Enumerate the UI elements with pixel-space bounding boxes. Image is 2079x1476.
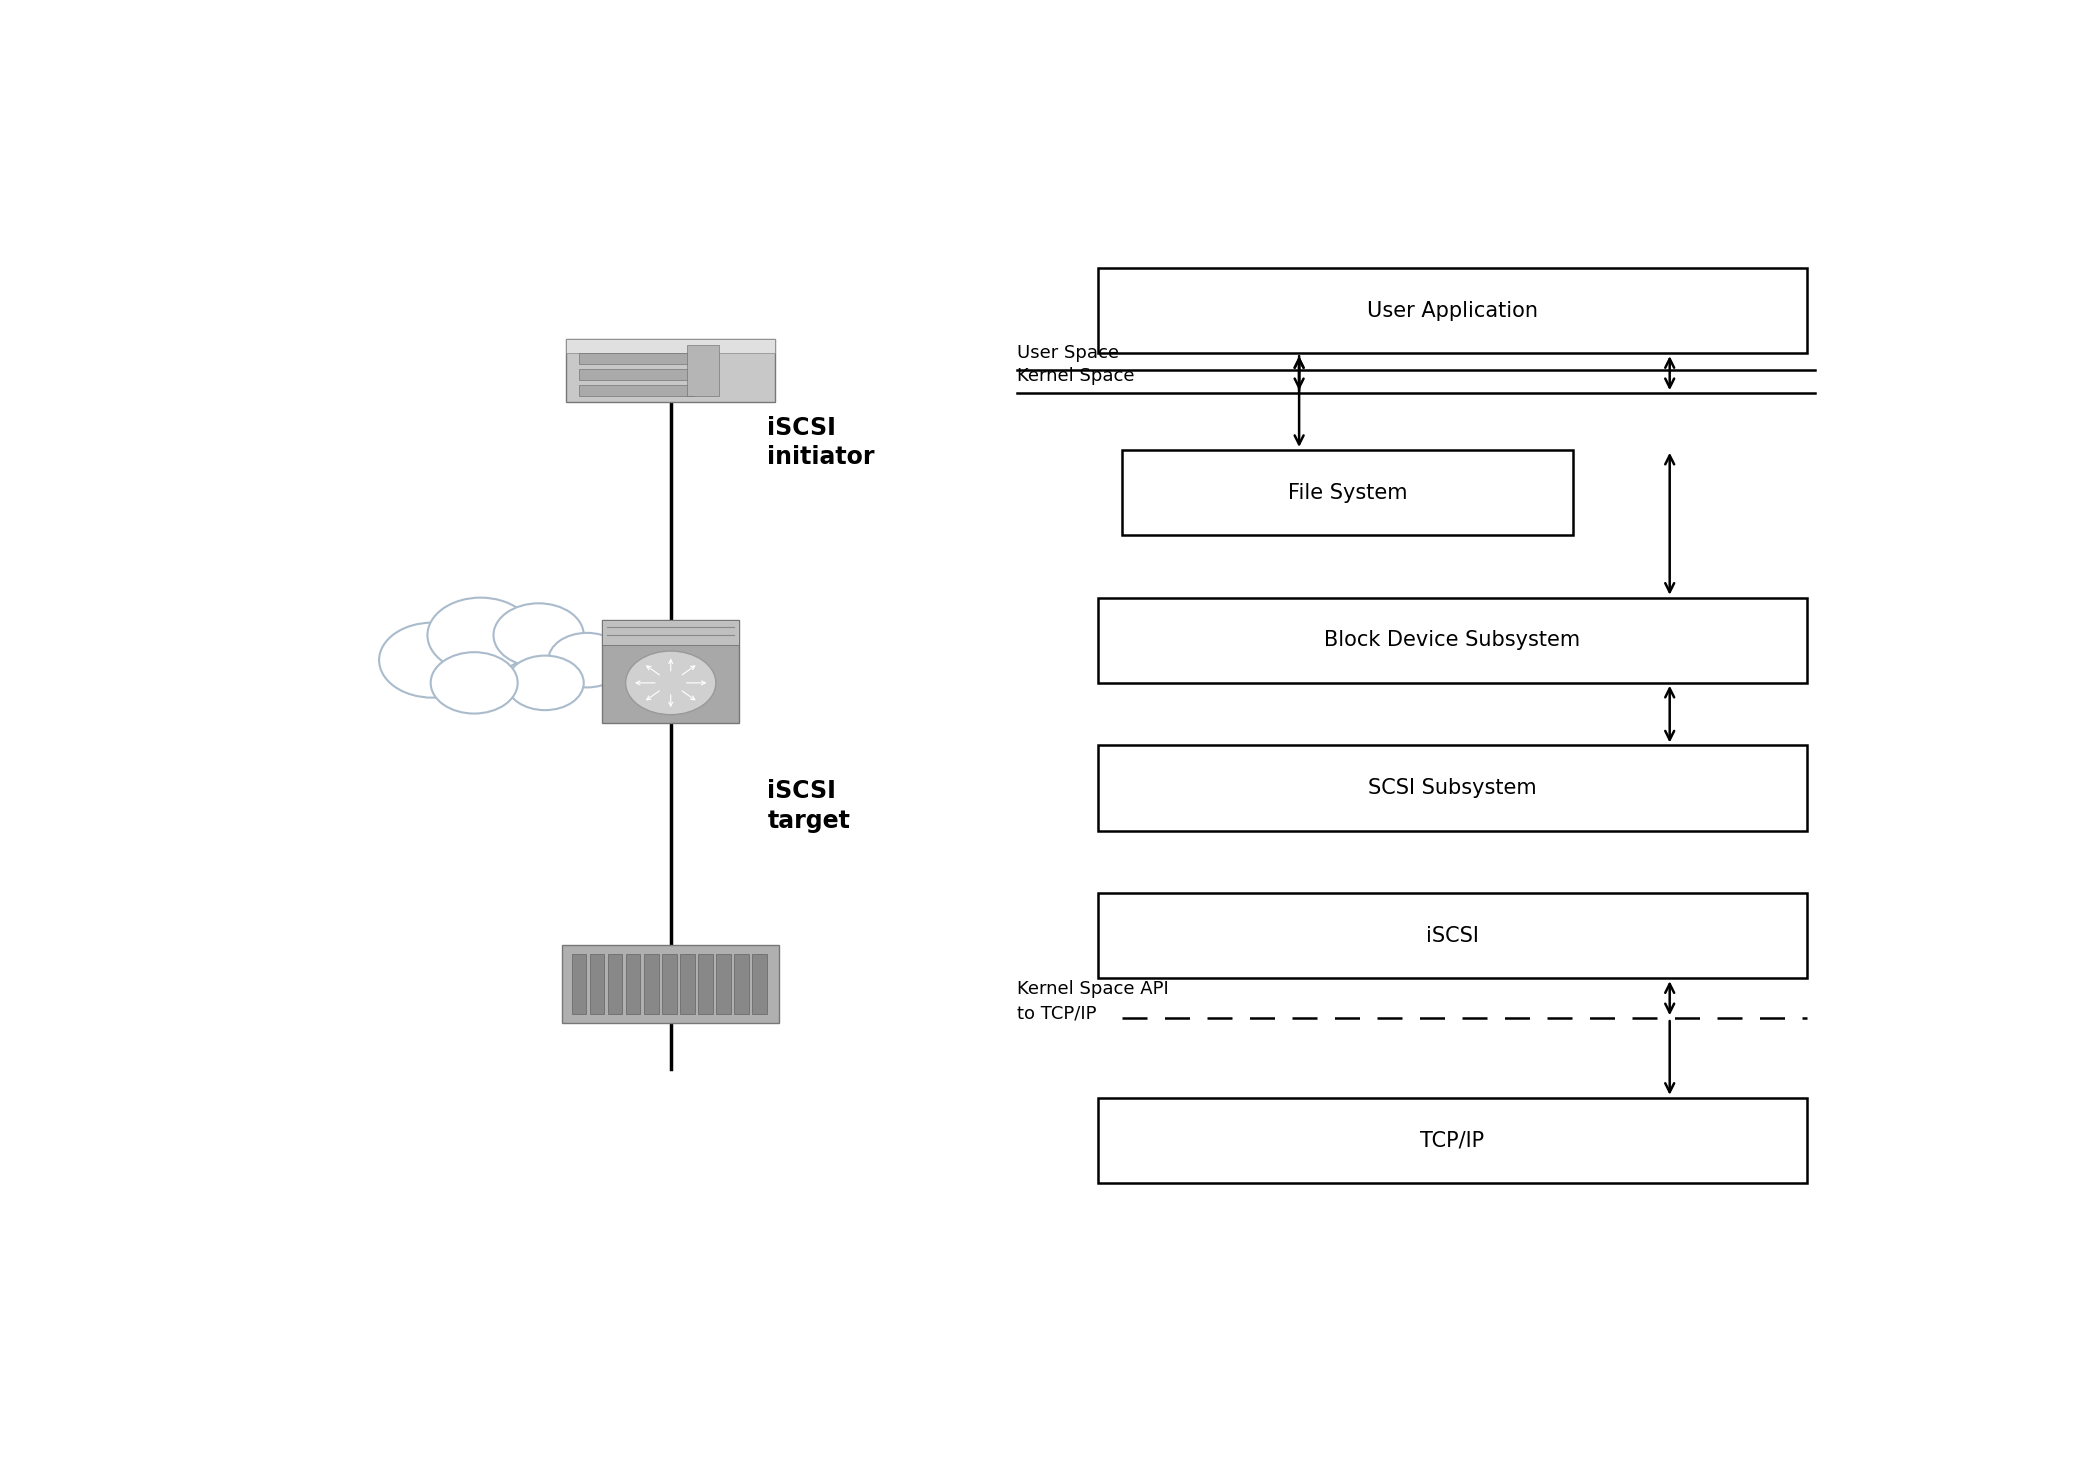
FancyBboxPatch shape: [561, 946, 780, 1023]
FancyBboxPatch shape: [565, 339, 775, 401]
FancyBboxPatch shape: [626, 955, 640, 1014]
Text: iSCSI
initiator: iSCSI initiator: [767, 416, 875, 469]
FancyBboxPatch shape: [578, 369, 694, 379]
FancyBboxPatch shape: [603, 620, 740, 723]
Text: User Space: User Space: [1017, 344, 1119, 363]
FancyBboxPatch shape: [572, 955, 586, 1014]
FancyBboxPatch shape: [590, 955, 605, 1014]
FancyBboxPatch shape: [644, 955, 659, 1014]
FancyBboxPatch shape: [607, 955, 622, 1014]
FancyBboxPatch shape: [1098, 745, 1807, 831]
FancyBboxPatch shape: [1098, 598, 1807, 683]
FancyBboxPatch shape: [1098, 1098, 1807, 1182]
Circle shape: [493, 604, 584, 667]
Circle shape: [378, 623, 486, 698]
FancyBboxPatch shape: [1098, 893, 1807, 979]
FancyBboxPatch shape: [686, 345, 719, 396]
FancyBboxPatch shape: [715, 955, 730, 1014]
Circle shape: [428, 598, 534, 673]
Text: File System: File System: [1287, 483, 1407, 502]
Circle shape: [549, 633, 626, 688]
FancyBboxPatch shape: [1098, 269, 1807, 353]
Text: Block Device Subsystem: Block Device Subsystem: [1324, 630, 1580, 651]
FancyBboxPatch shape: [603, 620, 740, 645]
Text: iSCSI: iSCSI: [1426, 925, 1478, 946]
Circle shape: [430, 652, 518, 713]
FancyBboxPatch shape: [565, 339, 775, 353]
Text: SCSI Subsystem: SCSI Subsystem: [1368, 778, 1536, 799]
Text: Kernel Space: Kernel Space: [1017, 368, 1135, 385]
FancyBboxPatch shape: [661, 955, 676, 1014]
Circle shape: [507, 655, 584, 710]
Text: User Application: User Application: [1366, 301, 1538, 320]
FancyBboxPatch shape: [734, 955, 748, 1014]
FancyBboxPatch shape: [578, 385, 694, 396]
Text: iSCSI
target: iSCSI target: [767, 779, 850, 832]
FancyBboxPatch shape: [578, 353, 694, 365]
Circle shape: [626, 651, 715, 714]
Text: Kernel Space API
to TCP/IP: Kernel Space API to TCP/IP: [1017, 980, 1168, 1023]
FancyBboxPatch shape: [680, 955, 694, 1014]
FancyBboxPatch shape: [1123, 450, 1574, 536]
FancyBboxPatch shape: [699, 955, 713, 1014]
FancyBboxPatch shape: [753, 955, 767, 1014]
Text: TCP/IP: TCP/IP: [1420, 1131, 1484, 1150]
